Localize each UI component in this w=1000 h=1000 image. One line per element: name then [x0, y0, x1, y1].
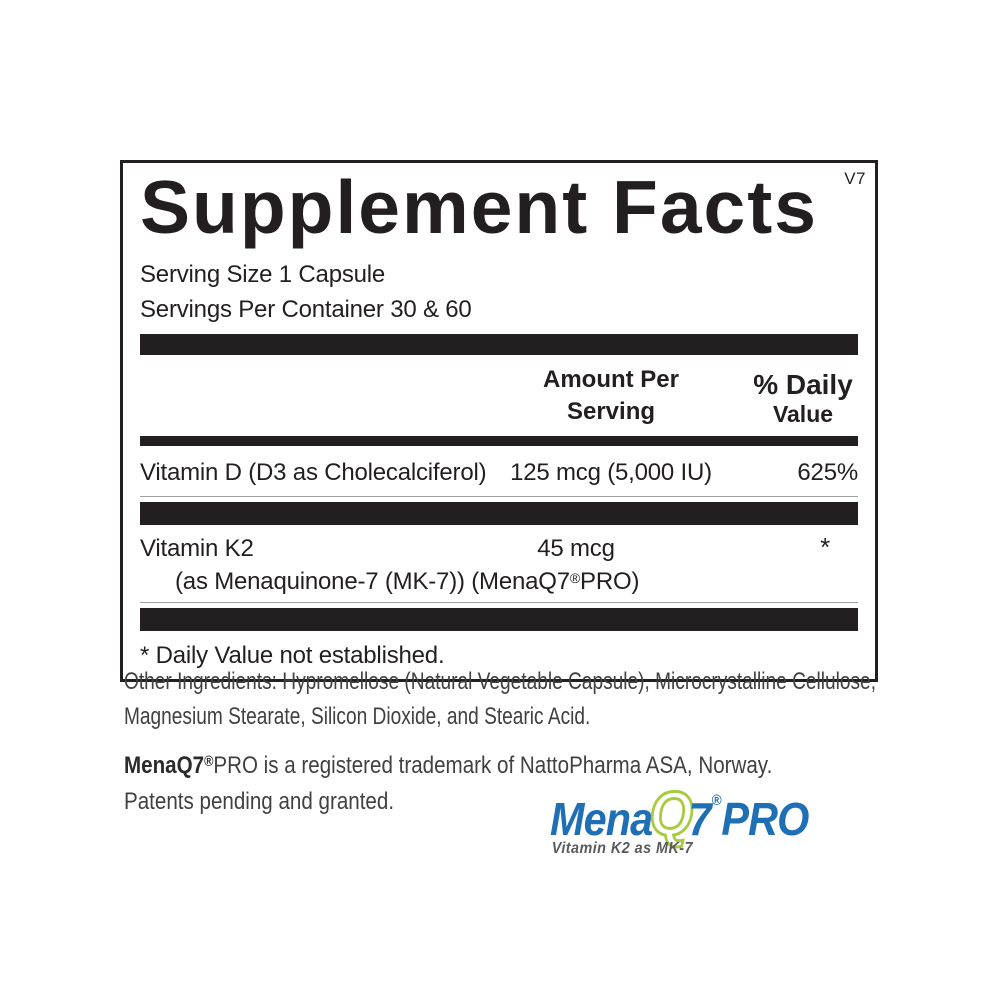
panel-title: Supplement Facts	[140, 165, 818, 249]
serving-size: Serving Size 1 Capsule	[140, 260, 386, 288]
daily-value-header: % Daily Value	[748, 368, 858, 428]
supplement-facts-panel: V7 Supplement Facts Serving Size 1 Capsu…	[120, 160, 878, 682]
logo-q-swoosh-icon: Q	[648, 779, 694, 851]
row-hairline	[140, 495, 858, 497]
trademark-line2: Patents pending and granted.	[124, 788, 395, 815]
row-hairline	[140, 601, 858, 603]
amount-header-line1: Amount Per	[542, 365, 679, 393]
vitamin-d-daily-value: 625%	[797, 458, 858, 486]
daily-value-header-line2: Value	[772, 400, 834, 427]
vitamin-k2-name: Vitamin K2	[140, 534, 254, 562]
amount-per-serving-header: Amount Per Serving	[474, 364, 748, 428]
column-header-row: Amount Per Serving % Daily Value	[140, 355, 858, 436]
nutrient-row-vitamin-d: Vitamin D (D3 as Cholecalciferol) 125 mc…	[140, 446, 858, 496]
other-ingredients-line2: Magnesium Stearate, Silicon Dioxide, and…	[124, 703, 591, 730]
k2-sub-pre: (as Menaquinone-7 (MK-7)) (MenaQ7	[175, 567, 570, 595]
other-ingredients: Other Ingredients: Hypromellose (Natural…	[124, 664, 982, 734]
logo-text-pro: PRO	[721, 793, 809, 845]
registered-mark-icon: ®	[711, 792, 722, 809]
vitamin-k2-amount: 45 mcg	[537, 534, 615, 562]
trademark-line1: MenaQ7®PRO is a registered trademark of …	[124, 744, 1000, 784]
nutrient-row-vitamin-k2: Vitamin K2 45 mcg * (as Menaquinone-7 (M…	[140, 525, 858, 602]
vitamin-k2-daily-value: *	[820, 531, 830, 562]
vitamin-d-amount: 125 mcg (5,000 IU)	[510, 458, 712, 486]
registered-mark-icon: ®	[204, 753, 214, 770]
trademark-rest: PRO is a registered trademark of NattoPh…	[213, 752, 773, 779]
amount-header-line2: Serving	[566, 397, 656, 425]
section-bar-top	[140, 333, 858, 355]
servings-per-container: Servings Per Container 30 & 60	[140, 295, 472, 323]
daily-value-footnote: * Daily Value not established.	[140, 641, 445, 669]
logo-text-7: 7	[688, 793, 712, 845]
k2-sub-post: PRO)	[580, 567, 640, 595]
menaq7-pro-logo: Mena Q 7 ® PRO Vitamin K2 as MK-7	[550, 779, 809, 859]
logo-tagline: Vitamin K2 as MK-7	[551, 840, 694, 857]
logo-text-mena: Mena	[550, 793, 653, 845]
other-ingredients-line1: Other Ingredients: Hypromellose (Natural…	[124, 668, 877, 695]
trademark-brand: MenaQ7®	[124, 752, 214, 779]
vitamin-k2-sub-line: (as Menaquinone-7 (MK-7)) (MenaQ7®PRO)	[140, 563, 858, 602]
trademark-statement: MenaQ7®PRO is a registered trademark of …	[124, 744, 1000, 820]
section-bar-middle	[140, 501, 858, 525]
label-version: V7	[844, 169, 866, 188]
vitamin-k2-main-line: Vitamin K2 45 mcg *	[140, 532, 858, 563]
header-separator-bar	[140, 435, 858, 446]
daily-value-header-line1: % Daily	[753, 368, 853, 400]
vitamin-d-name: Vitamin D (D3 as Cholecalciferol)	[140, 458, 487, 486]
registered-mark-icon: ®	[569, 569, 581, 586]
section-bar-bottom	[140, 607, 858, 631]
